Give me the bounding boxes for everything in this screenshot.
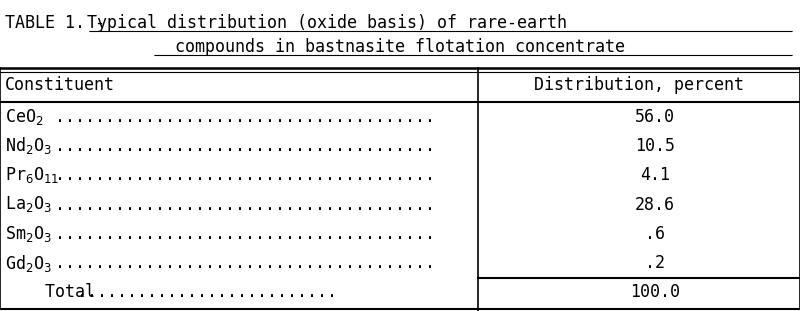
- Text: Nd$_2$O$_3$: Nd$_2$O$_3$: [5, 135, 52, 156]
- Text: Pr$_6$O$_{11}$: Pr$_6$O$_{11}$: [5, 165, 59, 185]
- Text: ......................................: ......................................: [55, 254, 435, 272]
- Text: 28.6: 28.6: [635, 196, 675, 213]
- Text: ......................................: ......................................: [55, 137, 435, 155]
- Text: CeO$_2$: CeO$_2$: [5, 107, 43, 127]
- Text: Total: Total: [5, 283, 95, 301]
- Text: Distribution, percent: Distribution, percent: [534, 76, 744, 94]
- Text: 100.0: 100.0: [630, 283, 680, 301]
- Text: La$_2$O$_3$: La$_2$O$_3$: [5, 194, 52, 215]
- Text: 4.1: 4.1: [640, 166, 670, 184]
- Text: Constituent: Constituent: [5, 76, 115, 94]
- Text: ......................................: ......................................: [55, 108, 435, 126]
- Text: .2: .2: [645, 254, 665, 272]
- Text: ......................................: ......................................: [55, 225, 435, 243]
- Text: Sm$_2$O$_3$: Sm$_2$O$_3$: [5, 224, 52, 244]
- Text: TABLE 1. -: TABLE 1. -: [5, 14, 115, 32]
- Text: .6: .6: [645, 225, 665, 243]
- Text: 56.0: 56.0: [635, 108, 675, 126]
- Text: Typical distribution (oxide basis) of rare-earth: Typical distribution (oxide basis) of ra…: [87, 14, 567, 32]
- Text: ..........................: ..........................: [77, 283, 337, 301]
- Text: ......................................: ......................................: [55, 166, 435, 184]
- Text: Gd$_2$O$_3$: Gd$_2$O$_3$: [5, 253, 52, 274]
- Text: ......................................: ......................................: [55, 196, 435, 213]
- Text: compounds in bastnasite flotation concentrate: compounds in bastnasite flotation concen…: [175, 38, 625, 56]
- Text: 10.5: 10.5: [635, 137, 675, 155]
